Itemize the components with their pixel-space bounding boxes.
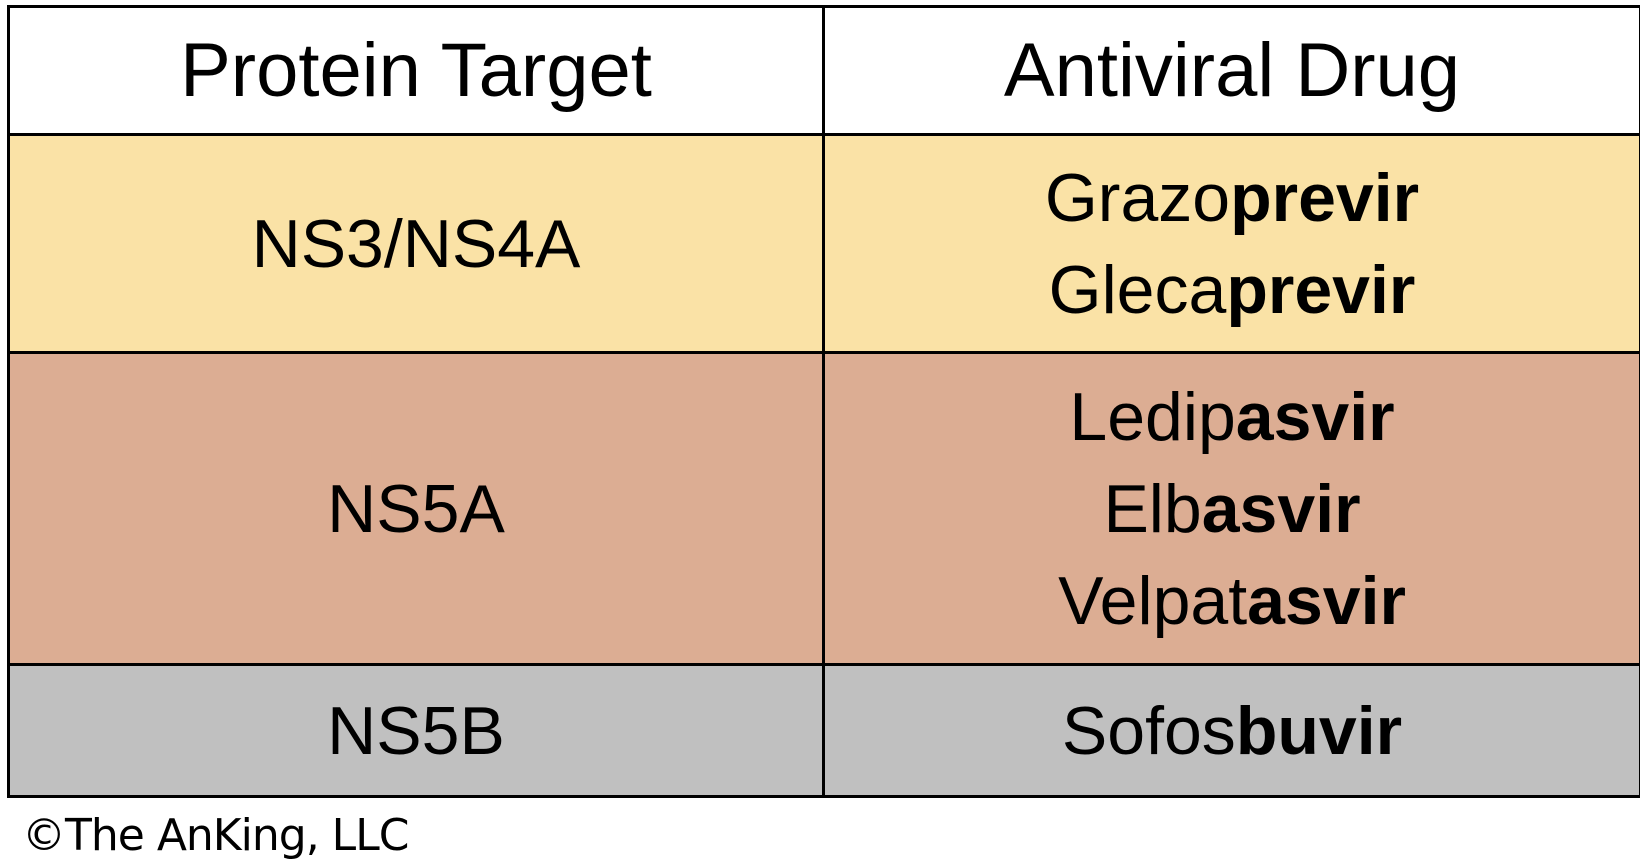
table-row-ns3-ns4a: NS3/NS4A Grazoprevir Glecaprevir	[7, 133, 1640, 354]
drug-prefix: Elb	[1103, 470, 1202, 547]
drug-name: Ledipasvir	[825, 371, 1639, 463]
drug-suffix: asvir	[1235, 378, 1395, 455]
drug-name: Grazoprevir	[825, 152, 1639, 244]
copyright-notice: ©The AnKing, LLC	[22, 810, 409, 861]
drug-name: Elbasvir	[825, 463, 1639, 555]
drug-prefix: Grazo	[1044, 159, 1231, 236]
drug-cell: Sofosbuvir	[822, 663, 1640, 798]
drug-suffix: asvir	[1201, 470, 1361, 547]
drug-suffix: previr	[1230, 159, 1420, 236]
table-header-row: Protein Target Antiviral Drug	[7, 5, 1640, 136]
header-protein-target: Protein Target	[7, 5, 825, 136]
table-row-ns5a: NS5A Ledipasvir Elbasvir Velpatasvir	[7, 351, 1640, 666]
drug-suffix: buvir	[1235, 692, 1403, 769]
drug-prefix: Velpat	[1058, 562, 1248, 639]
drug-cell: Ledipasvir Elbasvir Velpatasvir	[822, 351, 1640, 666]
drug-name: Velpatasvir	[825, 555, 1639, 647]
drug-prefix: Sofos	[1061, 692, 1236, 769]
drug-prefix: Gleca	[1048, 251, 1227, 328]
drug-suffix: asvir	[1247, 562, 1406, 639]
table-row-ns5b: NS5B Sofosbuvir	[7, 663, 1640, 798]
target-cell: NS3/NS4A	[7, 133, 825, 354]
drug-name: Glecaprevir	[825, 244, 1639, 336]
drug-name: Sofosbuvir	[825, 685, 1639, 777]
target-cell: NS5B	[7, 663, 825, 798]
target-cell: NS5A	[7, 351, 825, 666]
drug-cell: Grazoprevir Glecaprevir	[822, 133, 1640, 354]
antiviral-drug-table: Protein Target Antiviral Drug NS3/NS4A G…	[7, 5, 1640, 798]
drug-suffix: previr	[1226, 251, 1416, 328]
header-antiviral-drug: Antiviral Drug	[822, 5, 1640, 136]
drug-prefix: Ledip	[1069, 378, 1236, 455]
